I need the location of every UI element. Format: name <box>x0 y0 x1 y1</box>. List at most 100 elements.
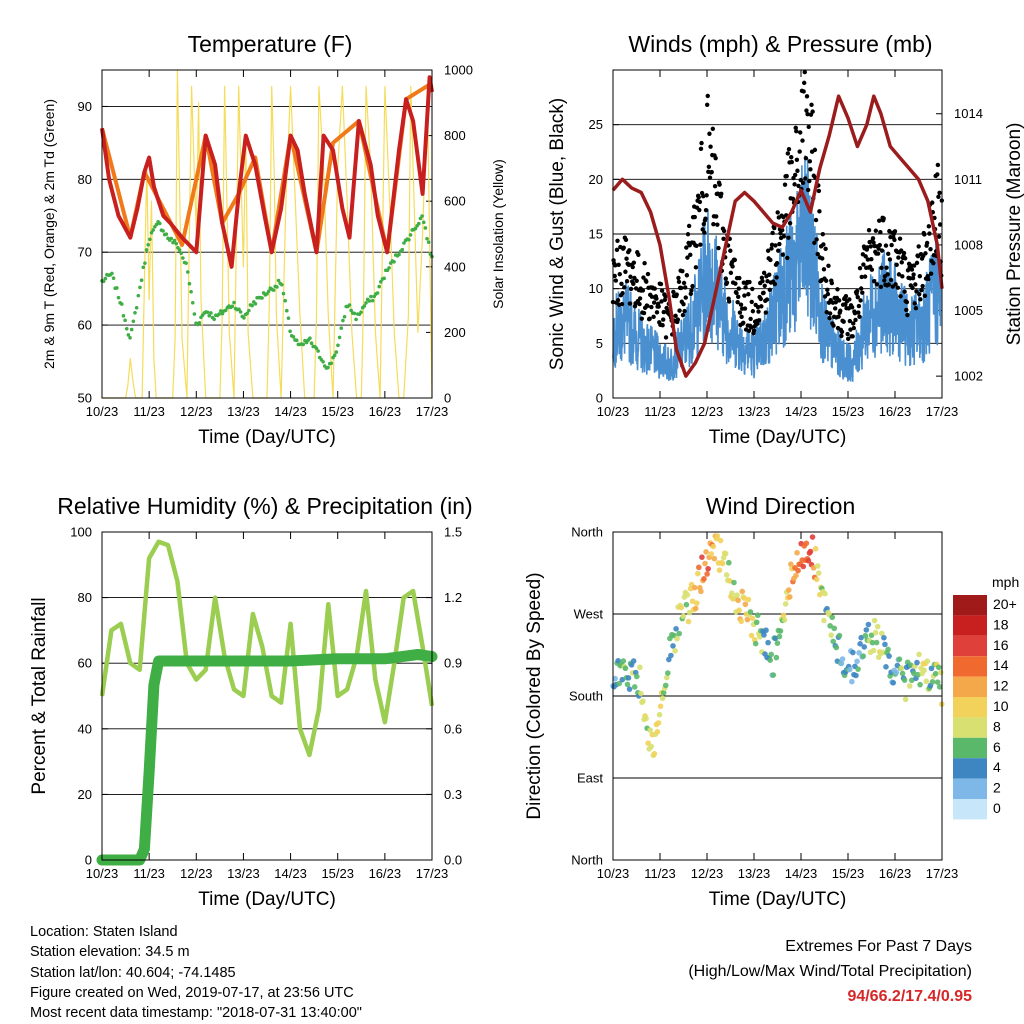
gust-point <box>823 278 829 283</box>
gust-point <box>787 220 793 226</box>
gust-point <box>817 209 822 214</box>
direction-point <box>747 609 754 615</box>
gust-point <box>845 331 850 337</box>
panel-1: Winds (mph) & Pressure (mb) 0 5 10 15 20 25 100… <box>547 31 1024 448</box>
gust-point <box>824 310 829 315</box>
direction-point <box>704 571 710 577</box>
y-tick-label: 80 <box>78 172 92 187</box>
dewpoint-point <box>212 317 216 322</box>
gust-point <box>928 271 934 276</box>
gust-point <box>805 187 811 193</box>
gust-point <box>732 257 738 263</box>
gust-point <box>930 200 935 205</box>
x-tick-label: 12/23 <box>691 866 724 881</box>
direction-point <box>896 656 903 662</box>
x-tick-label: 10/23 <box>86 404 119 419</box>
gust-point <box>704 193 709 198</box>
gust-point <box>658 281 664 287</box>
legend-swatch <box>953 656 987 677</box>
legend-label: 16 <box>993 637 1009 653</box>
gust-point <box>800 180 806 185</box>
direction-point <box>643 715 649 722</box>
gust-point <box>656 304 661 309</box>
dewpoint-point <box>341 318 345 323</box>
dewpoint-point <box>219 309 223 313</box>
legend-label: 20+ <box>993 596 1017 612</box>
direction-point <box>648 743 655 750</box>
y2-tick-label: 1005 <box>954 303 983 318</box>
gust-point <box>847 297 852 302</box>
y2-tick-label: 600 <box>444 194 466 209</box>
direction-point <box>846 666 853 673</box>
gust-point <box>713 156 718 161</box>
dewpoint-point <box>120 302 124 306</box>
gust-point <box>887 257 893 262</box>
direction-point <box>928 665 935 672</box>
dewpoint-point <box>283 298 287 303</box>
direction-point <box>622 665 629 672</box>
gust-point <box>652 286 657 291</box>
gust-point <box>937 190 942 196</box>
dewpoint-point <box>116 295 121 300</box>
gust-point <box>680 312 686 318</box>
direction-point <box>748 632 755 639</box>
direction-point <box>633 673 640 680</box>
gust-point <box>644 279 649 284</box>
gust-point <box>786 235 791 240</box>
dewpoint-point <box>397 252 401 257</box>
dewpoint-point <box>334 350 339 354</box>
plot-border <box>612 69 943 399</box>
gust-point <box>619 281 624 286</box>
gust-point <box>780 252 785 257</box>
legend-swatch <box>953 758 987 779</box>
gust-point <box>820 256 825 261</box>
gust-point <box>827 311 833 316</box>
legend-label: 0 <box>993 800 1001 816</box>
gust-point <box>715 222 720 227</box>
dewpoint-point <box>129 327 134 332</box>
gust-point <box>728 270 734 276</box>
direction-point <box>886 653 892 659</box>
direction-point <box>883 664 889 670</box>
gust-point <box>686 223 692 229</box>
elevation-text: Station elevation: 34.5 m <box>30 944 190 961</box>
dewpoint-point <box>260 296 264 300</box>
gust-point <box>910 275 916 281</box>
direction-point <box>752 640 759 647</box>
y-tick-label: 60 <box>78 318 92 333</box>
dewpoint-point <box>148 237 152 242</box>
gust-point <box>631 281 636 287</box>
gust-point <box>851 321 856 326</box>
gust-point <box>833 306 838 311</box>
gust-point <box>878 230 883 235</box>
direction-point <box>745 596 752 603</box>
gust-point <box>676 275 681 281</box>
gust-point <box>800 138 805 143</box>
gust-point <box>806 124 811 130</box>
gust-point <box>874 282 880 287</box>
extremes-values: 94/66.2/17.4/0.95 <box>847 988 972 1005</box>
direction-point <box>800 563 807 570</box>
gust-point <box>926 277 931 282</box>
direction-point <box>773 654 780 661</box>
gust-point <box>839 329 845 335</box>
direction-point <box>932 670 939 677</box>
gust-point <box>675 317 681 322</box>
dewpoint-point <box>103 276 108 281</box>
direction-point <box>882 641 888 648</box>
panel-title: Temperature (F) <box>188 31 353 57</box>
latlon-text: Station lat/lon: 40.604; -74.1485 <box>30 964 236 981</box>
direction-point <box>850 649 856 656</box>
y-axis-label: 2m & 9m T (Red, Orange) & 2m Td (Green) <box>41 99 57 369</box>
direction-point <box>874 623 881 630</box>
gust-point <box>697 199 703 205</box>
direction-point <box>838 660 845 667</box>
gust-point <box>829 280 835 286</box>
direction-point <box>717 537 724 544</box>
gust-point <box>904 307 909 313</box>
gust-point <box>855 288 860 294</box>
gust-point <box>870 236 876 241</box>
direction-point <box>813 576 820 583</box>
direction-point <box>935 664 942 671</box>
